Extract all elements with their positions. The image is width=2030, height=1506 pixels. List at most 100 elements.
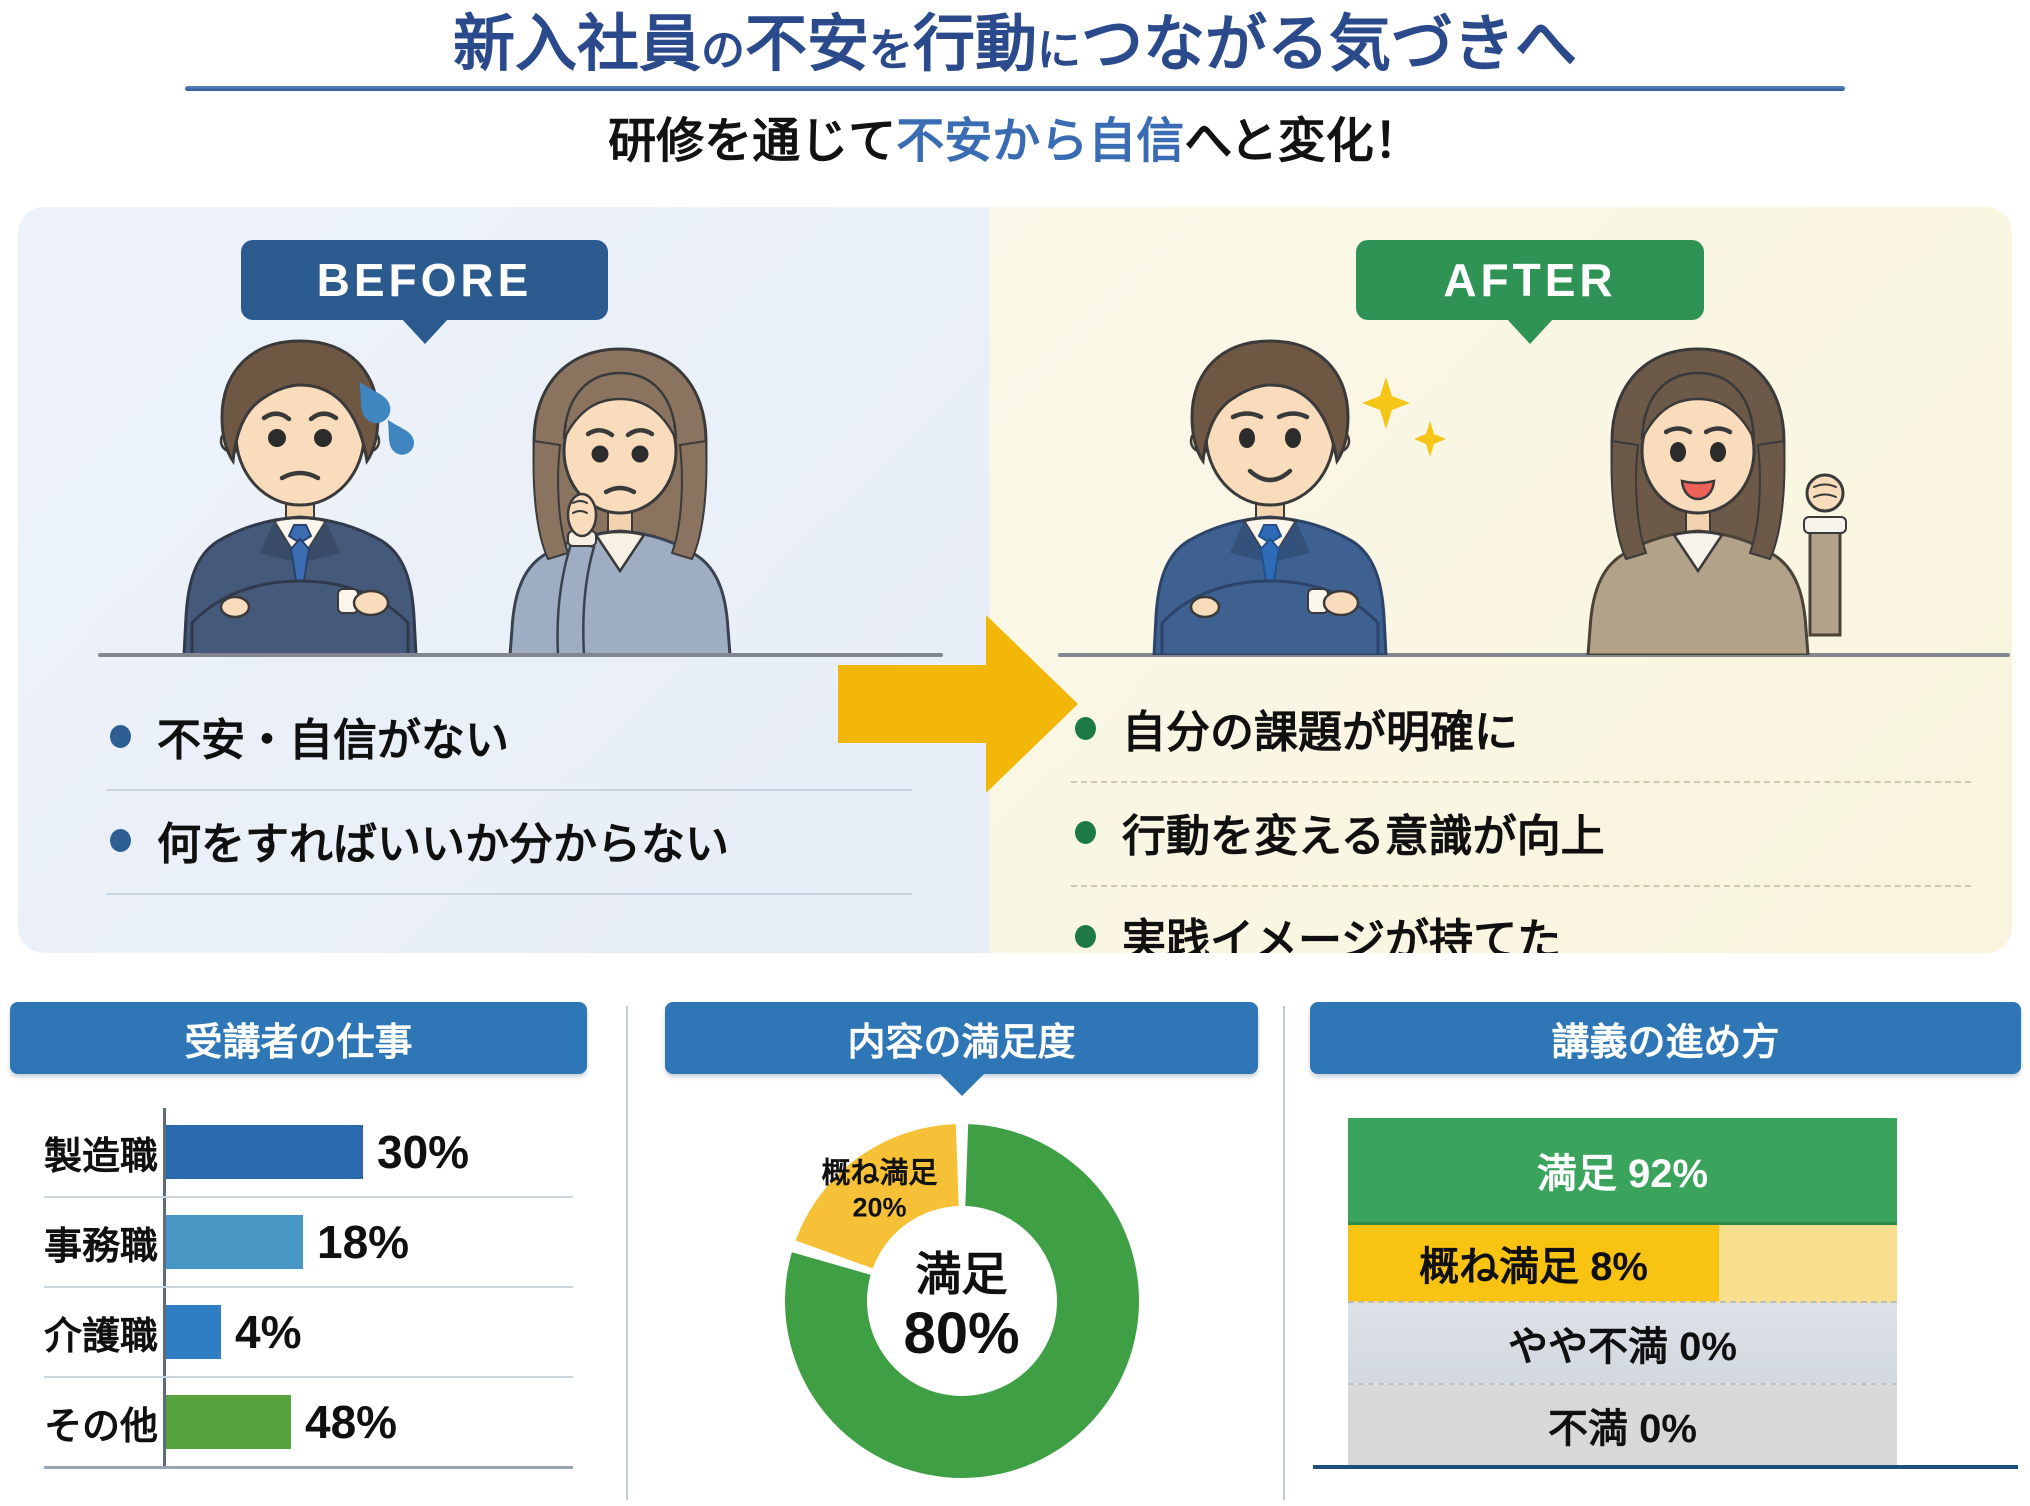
point-text: 何をすればいいか分からない: [157, 820, 729, 869]
subtitle-highlight: 不安から自信: [896, 114, 1185, 168]
title-segment: 行動: [913, 10, 1038, 79]
lecture-panel-header: 講義の進め方: [1310, 1002, 2021, 1074]
main-title: 新入社員の不安を行動につながる気づきへ: [0, 6, 2030, 84]
after-man-illustration: [1152, 339, 1388, 655]
rating-row-mostly-satisfied: 概ね満足 8%: [1348, 1225, 1897, 1303]
desk-line: [1058, 653, 2010, 657]
list-item: 実践イメージが持てた: [1071, 887, 1971, 953]
panel-divider: [1283, 1006, 1285, 1500]
bar-value-label: 30%: [377, 1126, 470, 1178]
after-woman-illustration: [1586, 347, 1847, 655]
subtitle-prefix: 研修を通じて: [608, 114, 897, 168]
donut-slice: [795, 1124, 959, 1269]
bar: [166, 1125, 363, 1179]
bar-value-label: 18%: [317, 1216, 410, 1268]
before-badge: BEFORE: [241, 240, 608, 344]
after-badge-label: AFTER: [1443, 254, 1617, 306]
list-item: 何をすればいいか分からない: [106, 791, 912, 895]
title-segment: 新入社員: [452, 10, 701, 79]
rating-row-label: 不満 0%: [1548, 1407, 1697, 1451]
point-text: 不安・自信がない: [157, 716, 509, 765]
arrow-right-icon: [838, 615, 1078, 793]
badge-pointer: [1506, 318, 1554, 344]
slice-label-value: 20%: [852, 1192, 907, 1223]
center-label-text: 満足: [915, 1248, 1008, 1301]
donut-rings: [784, 1124, 1139, 1478]
before-man-illustration: [182, 339, 418, 655]
bullet-dot: [1075, 716, 1096, 740]
after-points-list: 自分の課題が明確に 行動を変える意識が向上 実践イメージが持てた: [1071, 679, 1971, 953]
bar-area: 30%: [163, 1108, 573, 1196]
sparkles-icon: [1362, 377, 1446, 457]
bar-area: 48%: [163, 1378, 573, 1466]
rating-row-label: 満足 92%: [1536, 1152, 1709, 1196]
page-header: 新入社員の不安を行動につながる気づきへ 研修を通じて不安から自信へと変化！: [0, 0, 2030, 171]
donut-chart: 概ね満足 20% 満足 80%: [777, 1116, 1147, 1486]
bar-category-label: 事務職: [44, 1225, 159, 1268]
donut-center-label: 満足 80%: [903, 1249, 1019, 1369]
bar-value-label: 4%: [235, 1306, 302, 1358]
before-points-list: 不安・自信がない 何をすればいいか分からない: [106, 687, 912, 895]
jobs-panel-header: 受講者の仕事: [10, 1002, 587, 1074]
list-item: 行動を変える意識が向上: [1071, 783, 1971, 887]
before-after-panel: BEFORE AFTER: [18, 207, 2012, 953]
panel-title: 講義の進め方: [1551, 1021, 1780, 1064]
center-label-value: 80%: [903, 1301, 1020, 1367]
list-item: 自分の課題が明確に: [1071, 679, 1971, 783]
bar-row: 介護職 4%: [44, 1288, 573, 1378]
bar-category-label: その他: [44, 1405, 159, 1448]
rating-row-fill: 概ね満足 8%: [1348, 1225, 1720, 1301]
point-text: 行動を変える意識が向上: [1122, 812, 1605, 861]
bar-value-label: 48%: [305, 1396, 398, 1448]
bullet-dot: [1075, 924, 1096, 948]
axis-line: [1313, 1465, 2018, 1469]
donut-slice: [784, 1124, 1139, 1478]
slice-label-text: 概ね満足: [821, 1157, 938, 1190]
title-segment: に: [1037, 26, 1082, 75]
before-badge-label: BEFORE: [316, 254, 533, 306]
sweat-drops-icon: [359, 382, 414, 455]
bar-row: 製造職 30%: [44, 1108, 573, 1198]
bar-area: 4%: [163, 1288, 573, 1376]
rating-rows: 満足 92% 概ね満足 8% やや不満 0% 不満 0%: [1348, 1118, 1897, 1465]
point-text: 実践イメージが持てた: [1122, 916, 1562, 953]
donut-slice-label: 概ね満足 20%: [821, 1156, 937, 1223]
satisfaction-panel-header: 内容の満足度: [665, 1002, 1258, 1096]
stats-section: 受講者の仕事 製造職 30% 事務職 18%: [0, 1002, 2030, 1506]
title-segment: つながる気づきへ: [1081, 10, 1578, 79]
bar-row: 事務職 18%: [44, 1198, 573, 1288]
bar: [166, 1395, 291, 1449]
bullet-dot: [110, 724, 131, 748]
point-text: 自分の課題が明確に: [1122, 708, 1518, 757]
bar: [166, 1215, 303, 1269]
rating-row-satisfied: 満足 92%: [1348, 1118, 1897, 1225]
desk-line: [98, 653, 943, 657]
title-segment: 不安: [744, 10, 869, 79]
title-segment: の: [700, 26, 745, 75]
header-pointer: [937, 1072, 986, 1096]
bullet-dot: [110, 828, 131, 852]
subtitle-suffix: へと変化！: [1184, 114, 1422, 168]
title-underline: [185, 85, 1845, 91]
panel-divider: [626, 1006, 628, 1500]
panel-title: 内容の満足度: [847, 1021, 1076, 1064]
panel-title: 受講者の仕事: [184, 1021, 413, 1064]
subtitle: 研修を通じて不安から自信へと変化！: [0, 101, 2030, 171]
badge-pointer: [400, 318, 449, 344]
satisfaction-panel: 内容の満足度 概ね満足 20% 満足 80%: [665, 1002, 1258, 1498]
before-woman-illustration: [508, 347, 732, 655]
jobs-panel: 受講者の仕事 製造職 30% 事務職 18%: [10, 1002, 587, 1498]
bar-category-label: 介護職: [44, 1315, 159, 1358]
rating-row-dissatisfied: 不満 0%: [1348, 1385, 1897, 1465]
rating-row-label: 概ね満足 8%: [1419, 1245, 1649, 1289]
jobs-bar-chart: 製造職 30% 事務職 18% 介護職: [44, 1108, 573, 1469]
after-badge: AFTER: [1356, 240, 1704, 344]
before-panel: [18, 207, 990, 953]
rating-row-slightly-dissatisfied: やや不満 0%: [1348, 1303, 1897, 1385]
bar-category-label: 製造職: [44, 1135, 159, 1178]
lecture-panel: 講義の進め方 満足 92% 概ね満足 8% やや不満 0% 不満 0%: [1310, 1002, 2021, 1498]
list-item: 不安・自信がない: [106, 687, 912, 791]
title-segment: を: [869, 26, 913, 75]
bar: [166, 1305, 221, 1359]
